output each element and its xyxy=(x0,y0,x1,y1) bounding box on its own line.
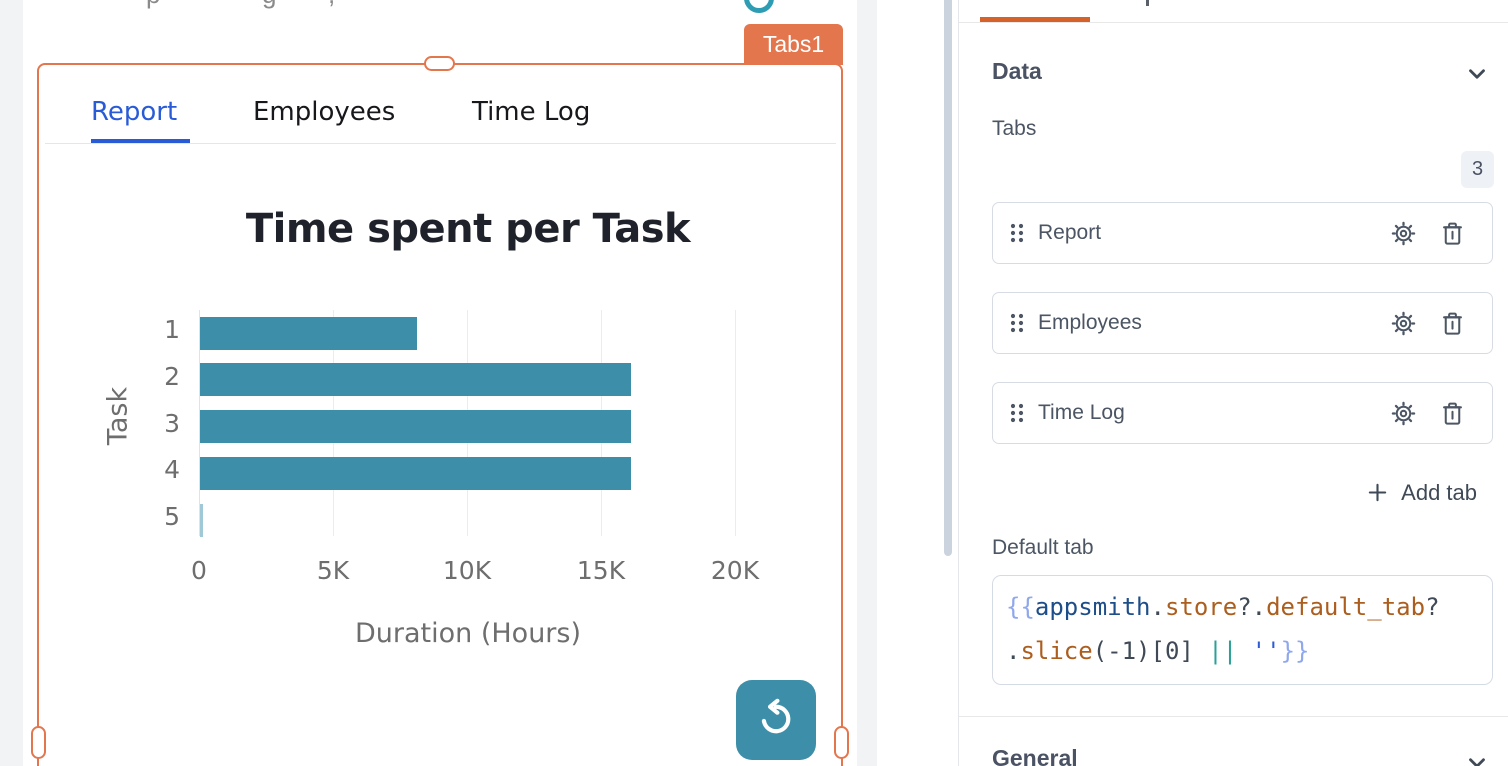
tab-card-report[interactable]: Report xyxy=(992,202,1493,264)
pane-top-divider xyxy=(959,22,1508,23)
widget-name-badge[interactable]: Tabs1 xyxy=(744,24,843,65)
resize-handle-left[interactable] xyxy=(31,726,46,759)
chart-x-tick: 5K xyxy=(316,556,350,585)
drag-handle-icon[interactable] xyxy=(1008,222,1026,244)
widget-tab-time-log[interactable]: Time Log xyxy=(472,97,591,127)
gear-icon[interactable] xyxy=(1390,310,1417,337)
chart-title: Time spent per Task xyxy=(245,206,691,252)
resize-handle-top[interactable] xyxy=(424,56,455,71)
refresh-icon xyxy=(755,698,797,743)
section-header-data[interactable]: Data xyxy=(992,58,1042,84)
pane-bottom-divider xyxy=(959,716,1508,717)
gridline xyxy=(199,310,200,536)
chart-bar xyxy=(200,456,632,490)
trash-icon[interactable] xyxy=(1439,400,1466,427)
chart-x-tick: 0 xyxy=(191,556,207,585)
clipped-pane-tab-text xyxy=(1146,0,1149,6)
pane-left-border xyxy=(958,0,959,766)
tab-item-label: Employees xyxy=(1038,311,1142,334)
section-header-general[interactable]: General xyxy=(992,745,1078,766)
chart-category-label: 2 xyxy=(164,361,180,391)
clipped-refresh-icon xyxy=(744,0,774,13)
chart-bar xyxy=(200,316,418,350)
pane-scrollbar[interactable] xyxy=(944,0,952,556)
drag-handle-icon[interactable] xyxy=(1008,312,1026,334)
tab-bar-divider xyxy=(45,143,836,144)
active-tab-underline xyxy=(91,139,190,143)
tabs-field-label: Tabs xyxy=(992,117,1037,140)
chart-y-axis-label: Task xyxy=(102,386,134,446)
chevron-down-icon[interactable] xyxy=(1464,750,1490,766)
chart-x-axis-label: Duration (Hours) xyxy=(354,618,582,649)
tab-card-employees[interactable]: Employees xyxy=(992,292,1493,354)
chart-x-tick: 10K xyxy=(442,556,492,585)
gear-icon[interactable] xyxy=(1390,400,1417,427)
add-tab-label: Add tab xyxy=(1401,479,1477,505)
canvas-right-gutter xyxy=(857,0,877,766)
chart-x-tick: 15K xyxy=(576,556,626,585)
chart-x-tick: 20K xyxy=(710,556,760,585)
widget-tab-employees[interactable]: Employees xyxy=(253,97,396,127)
add-tab-button[interactable]: Add tab xyxy=(1366,476,1477,509)
chart-bar xyxy=(200,503,203,537)
chart-category-label: 1 xyxy=(164,315,180,344)
tab-card-time-log[interactable]: Time Log xyxy=(992,382,1493,444)
clipped-text-top: pg, xyxy=(0,0,900,9)
chevron-down-icon[interactable] xyxy=(1464,61,1490,87)
code-line: {{appsmith.store?.default_tab? xyxy=(1006,593,1440,621)
trash-icon[interactable] xyxy=(1439,310,1466,337)
chart-category-label: 5 xyxy=(164,502,180,532)
tab-item-label: Report xyxy=(1038,221,1102,244)
gear-icon[interactable] xyxy=(1390,220,1417,247)
plus-icon xyxy=(1366,481,1389,504)
canvas-left-gutter xyxy=(0,0,23,766)
trash-icon[interactable] xyxy=(1439,220,1466,247)
tab-item-label: Time Log xyxy=(1038,401,1125,424)
chart-category-label: 3 xyxy=(164,408,180,438)
chart-bar xyxy=(200,410,632,444)
chart-category-label: 4 xyxy=(164,455,180,485)
tabs-count-badge: 3 xyxy=(1461,151,1494,188)
chart-bar xyxy=(200,363,632,397)
drag-handle-icon[interactable] xyxy=(1008,402,1026,424)
chart-refresh-button[interactable] xyxy=(736,680,816,760)
pane-active-tab-indicator[interactable] xyxy=(980,17,1090,22)
default-tab-code-input[interactable]: {{appsmith.store?.default_tab? .slice(-1)… xyxy=(992,575,1493,685)
gridline xyxy=(735,310,736,536)
default-tab-label: Default tab xyxy=(992,536,1094,559)
resize-handle-right[interactable] xyxy=(834,726,849,759)
chart-plot xyxy=(199,310,736,544)
widget-tab-report[interactable]: Report xyxy=(91,97,178,127)
code-line: .slice(-1)[0] || ''}} xyxy=(1006,637,1310,665)
